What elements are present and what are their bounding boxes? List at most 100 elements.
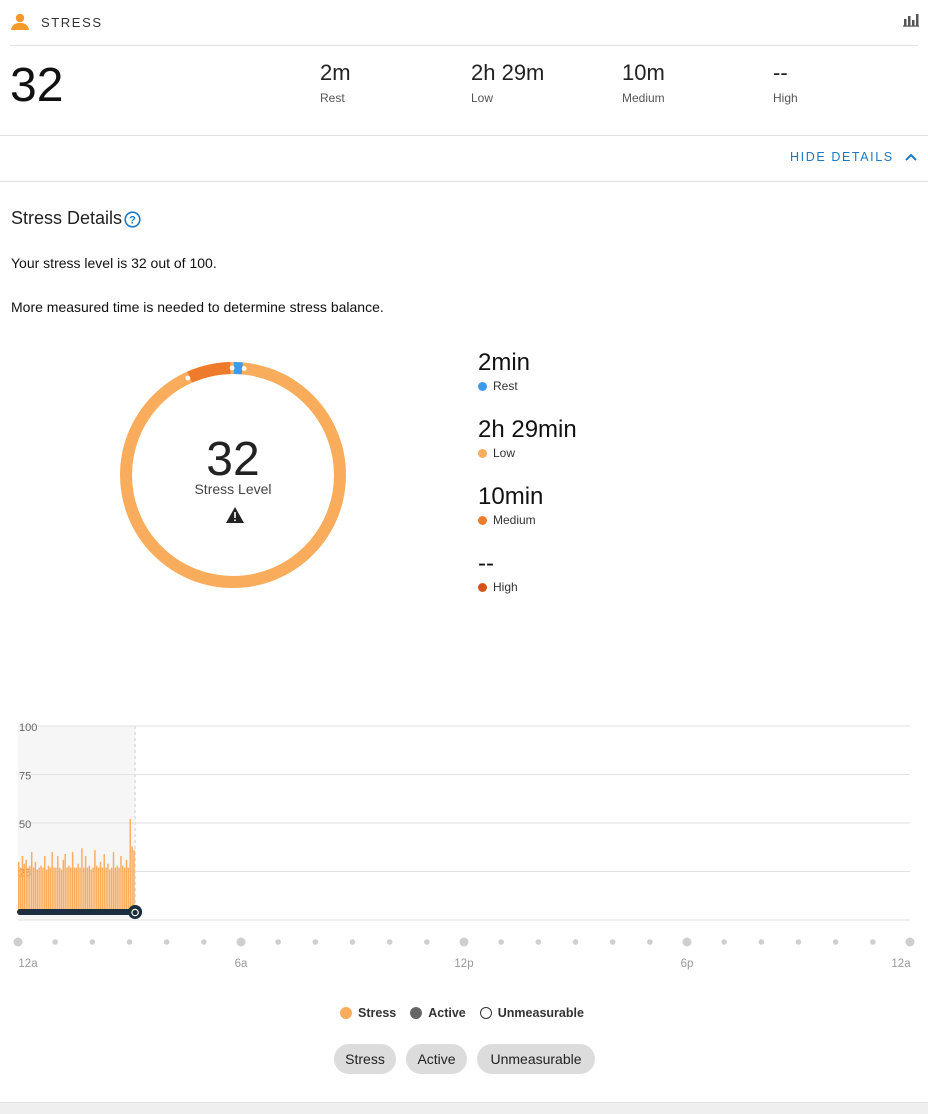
x-tick-dot (201, 939, 207, 945)
stress-bar (107, 863, 109, 912)
stress-bar (51, 852, 53, 912)
stress-bar (101, 867, 104, 912)
legend-item-stress: Stress (340, 1006, 396, 1020)
x-tick-dot (126, 939, 133, 945)
stress-bar (122, 865, 124, 912)
stress-bar (45, 869, 48, 912)
stress-bar (110, 867, 113, 912)
stress-bar (27, 867, 29, 912)
x-tick-dot (795, 939, 802, 945)
x-tick-label: 12p (454, 958, 473, 970)
stress-bar (32, 867, 35, 912)
x-tick-dot (349, 939, 356, 945)
stress-bar (99, 861, 102, 912)
stress-bar (23, 863, 26, 912)
filter-active-button[interactable]: Active (406, 1044, 467, 1074)
stress-level-text: Your stress level is 32 out of 100. (11, 255, 217, 271)
legend-label: Stress (358, 1006, 397, 1020)
stress-bar (109, 869, 111, 912)
stress-bar (57, 855, 59, 912)
breakdown-value-medium: 10min (478, 483, 544, 510)
low-dot-icon (478, 448, 487, 458)
x-tick-label: 6p (681, 958, 694, 970)
summary-high: -- High (773, 60, 798, 105)
stress-bar (83, 867, 85, 912)
help-icon[interactable]: ? (124, 211, 141, 228)
bar-chart-icon[interactable] (903, 13, 919, 27)
stress-donut-chart: 32 Stress Level (120, 362, 346, 588)
stress-header: STRESS (0, 0, 928, 46)
legend-item-unmeasurable: Unmeasurable (479, 1006, 584, 1020)
x-tick-dot (758, 939, 765, 945)
svg-text:?: ? (129, 214, 136, 226)
stress-bar (44, 855, 46, 912)
stress-bar (66, 867, 68, 912)
y-tick-label: 75 (19, 771, 31, 783)
section-title: STRESS (41, 15, 103, 30)
stress-bar (120, 855, 122, 912)
footer-bar (0, 1102, 928, 1114)
breakdown-value-rest: 2min (478, 349, 531, 376)
unmeasurable-dot-icon (479, 1007, 492, 1019)
stress-bar (73, 867, 76, 912)
stress-bar (70, 867, 72, 912)
stress-bar (38, 867, 40, 912)
stress-bar (133, 850, 135, 912)
y-tick-label: 50 (19, 819, 31, 831)
x-tick-dot (721, 939, 727, 945)
stress-bar (53, 867, 55, 912)
stress-bar (19, 867, 22, 912)
donut-gap (185, 375, 191, 381)
details-title: Stress Details (11, 208, 123, 228)
legend-label: Unmeasurable (497, 1006, 584, 1020)
stress-bar (114, 867, 117, 912)
stress-bar (58, 867, 61, 912)
donut-score: 32 (206, 433, 259, 486)
stress-bar (116, 865, 118, 912)
x-tick-dot (13, 937, 23, 947)
x-tick-dot (52, 939, 58, 945)
stress-bar (127, 867, 130, 912)
stress-bar (62, 859, 65, 912)
y-tick-label: 100 (19, 722, 37, 734)
hide-details-button[interactable]: HIDE DETAILS (790, 150, 894, 164)
filter-unmeasurable-button[interactable]: Unmeasurable (477, 1044, 595, 1074)
donut-segment-medium (187, 362, 231, 383)
stress-bar (123, 867, 126, 912)
x-tick-dot (682, 937, 692, 947)
stress-bar (75, 867, 78, 912)
stress-bar (60, 869, 63, 912)
x-tick-dot (312, 939, 319, 945)
alarm-clock-icon (131, 908, 139, 917)
stress-bar (84, 855, 87, 912)
sleep-icon[interactable] (128, 905, 143, 919)
summary-label: Rest (320, 91, 345, 105)
breakdown-label-low: Low (478, 446, 515, 460)
stress-bar (68, 865, 70, 912)
x-tick-dot (386, 939, 393, 945)
summary-rest: 2m Rest (320, 60, 351, 105)
breakdown-label: High (493, 580, 518, 594)
stress-bar (129, 819, 131, 912)
x-tick-dot (572, 939, 579, 945)
stress-bar (42, 867, 44, 912)
filter-stress-button[interactable]: Stress (334, 1044, 396, 1074)
stress-bar (36, 869, 39, 912)
stress-bar (103, 854, 105, 912)
stress-bar (55, 867, 57, 912)
stress-bar (97, 867, 100, 912)
balance-text: More measured time is needed to determin… (11, 299, 384, 315)
breakdown-label-rest: Rest (478, 379, 518, 393)
stress-bar (25, 859, 27, 912)
stress-bar (131, 846, 133, 912)
summary-low: 2h 29m Low (471, 60, 544, 105)
x-tick-dot (609, 939, 616, 945)
x-tick-label: 6a (235, 958, 248, 970)
active-dot-icon (410, 1007, 423, 1019)
x-tick-dot (832, 939, 839, 945)
stress-bar (71, 852, 74, 912)
breakdown-label: Medium (493, 513, 536, 527)
chevron-up-icon[interactable] (904, 152, 918, 162)
summary-label: Low (471, 91, 494, 105)
